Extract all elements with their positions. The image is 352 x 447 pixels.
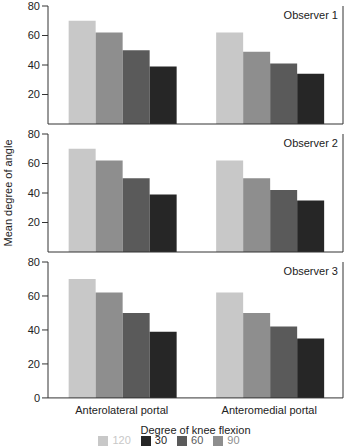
svg-text:Anterolateral portal: Anterolateral portal (75, 404, 168, 416)
svg-text:80: 80 (28, 256, 40, 268)
svg-text:80: 80 (28, 128, 40, 140)
svg-text:60: 60 (28, 290, 40, 302)
html-text:Observer 3: Observer 3 (283, 265, 338, 277)
svg-text:20: 20 (28, 216, 40, 228)
html-text:120: 120 (112, 433, 131, 446)
html-text:60: 60 (191, 433, 204, 446)
svg-text:20: 20 (28, 358, 40, 370)
html-text:90: 90 (227, 433, 240, 446)
svg-text:Degree of knee flexion: Degree of knee flexion (140, 424, 250, 436)
svg-text:40: 40 (28, 324, 40, 336)
svg-text:Anteromedial portal: Anteromedial portal (222, 404, 317, 416)
svg-text:40: 40 (28, 59, 40, 71)
svg-text:0: 0 (34, 392, 40, 404)
svg-text:60: 60 (28, 29, 40, 41)
svg-text:Mean degree of angle: Mean degree of angle (8, 139, 14, 246)
html-text:30: 30 (154, 433, 167, 446)
svg-text:80: 80 (28, 0, 40, 12)
html-text:Observer 2: Observer 2 (283, 137, 338, 149)
html-text:Observer 1: Observer 1 (283, 9, 338, 21)
svg-text:60: 60 (28, 157, 40, 169)
svg-text:40: 40 (28, 187, 40, 199)
svg-text:20: 20 (28, 88, 40, 100)
